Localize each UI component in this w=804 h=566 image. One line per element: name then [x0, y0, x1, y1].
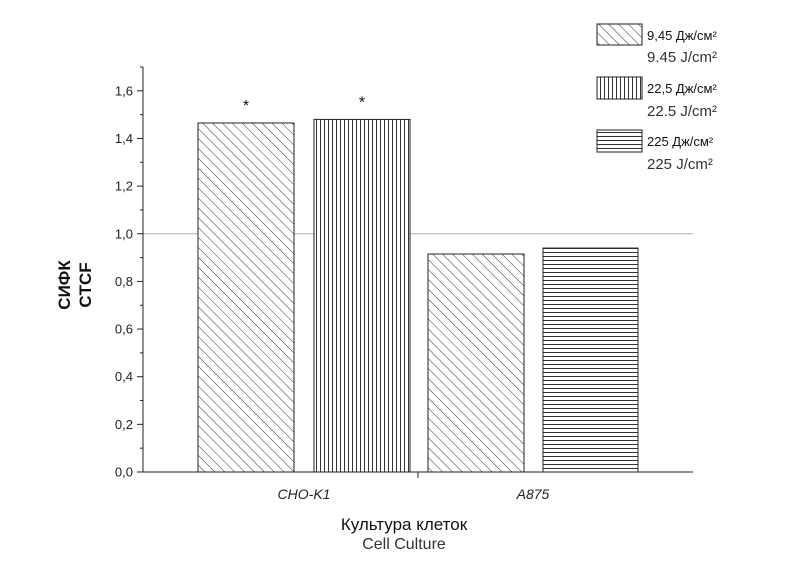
y-tick-label: 0,8	[115, 274, 133, 289]
y-tick-label: 0,4	[115, 369, 133, 384]
y-tick-label: 1,2	[115, 179, 133, 194]
bar-cho-k1-series-1	[197, 122, 295, 473]
bar-a875-series-3	[542, 247, 639, 473]
y-tick-label: 0,0	[115, 465, 133, 480]
bar-cho-k1-series-2	[313, 118, 411, 473]
axes-layer	[137, 66, 693, 478]
x-axis-title-en: Cell Culture	[362, 536, 446, 553]
legend-label-3-en: 225 J/cm²	[647, 156, 713, 173]
labels-layer: * * 0,0 0,2 0,4 0,6 0,8 1,0 1,2 1,4 1,6 CHO-K1 A875	[115, 83, 550, 502]
y-tick-label: 1,0	[115, 226, 133, 241]
y-tick-label: 1,4	[115, 131, 133, 146]
legend-label-2: 22,5 Дж/см²	[647, 81, 717, 96]
legend-swatch-diagonal	[596, 23, 643, 46]
legend-label-1: 9,45 Дж/см²	[647, 28, 717, 43]
x-axis-title: Культура клеток	[341, 515, 468, 534]
significance-marker: *	[359, 94, 365, 111]
legend-swatch-vertical	[596, 76, 643, 100]
legend-swatch-horizontal	[596, 129, 643, 153]
y-axis-title-en: CTCF	[76, 262, 95, 307]
legend-label-3: 225 Дж/см²	[647, 134, 714, 149]
legend: 9,45 Дж/см² 9.45 J/cm² 22,5 Дж/см² 22.5 …	[596, 23, 717, 173]
y-axis-title: СИФК	[55, 260, 74, 310]
legend-label-1-en: 9.45 J/cm²	[647, 49, 717, 66]
significance-marker: *	[243, 98, 249, 115]
y-tick-label: 0,2	[115, 417, 133, 432]
y-tick-label: 1,6	[115, 83, 133, 98]
bar-a875-series-1	[427, 253, 525, 473]
bars-layer	[197, 118, 639, 473]
y-tick-label: 0,6	[115, 322, 133, 337]
x-tick-label: A875	[516, 486, 550, 502]
legend-label-2-en: 22.5 J/cm²	[647, 103, 717, 120]
x-tick-label: CHO-K1	[278, 486, 331, 502]
